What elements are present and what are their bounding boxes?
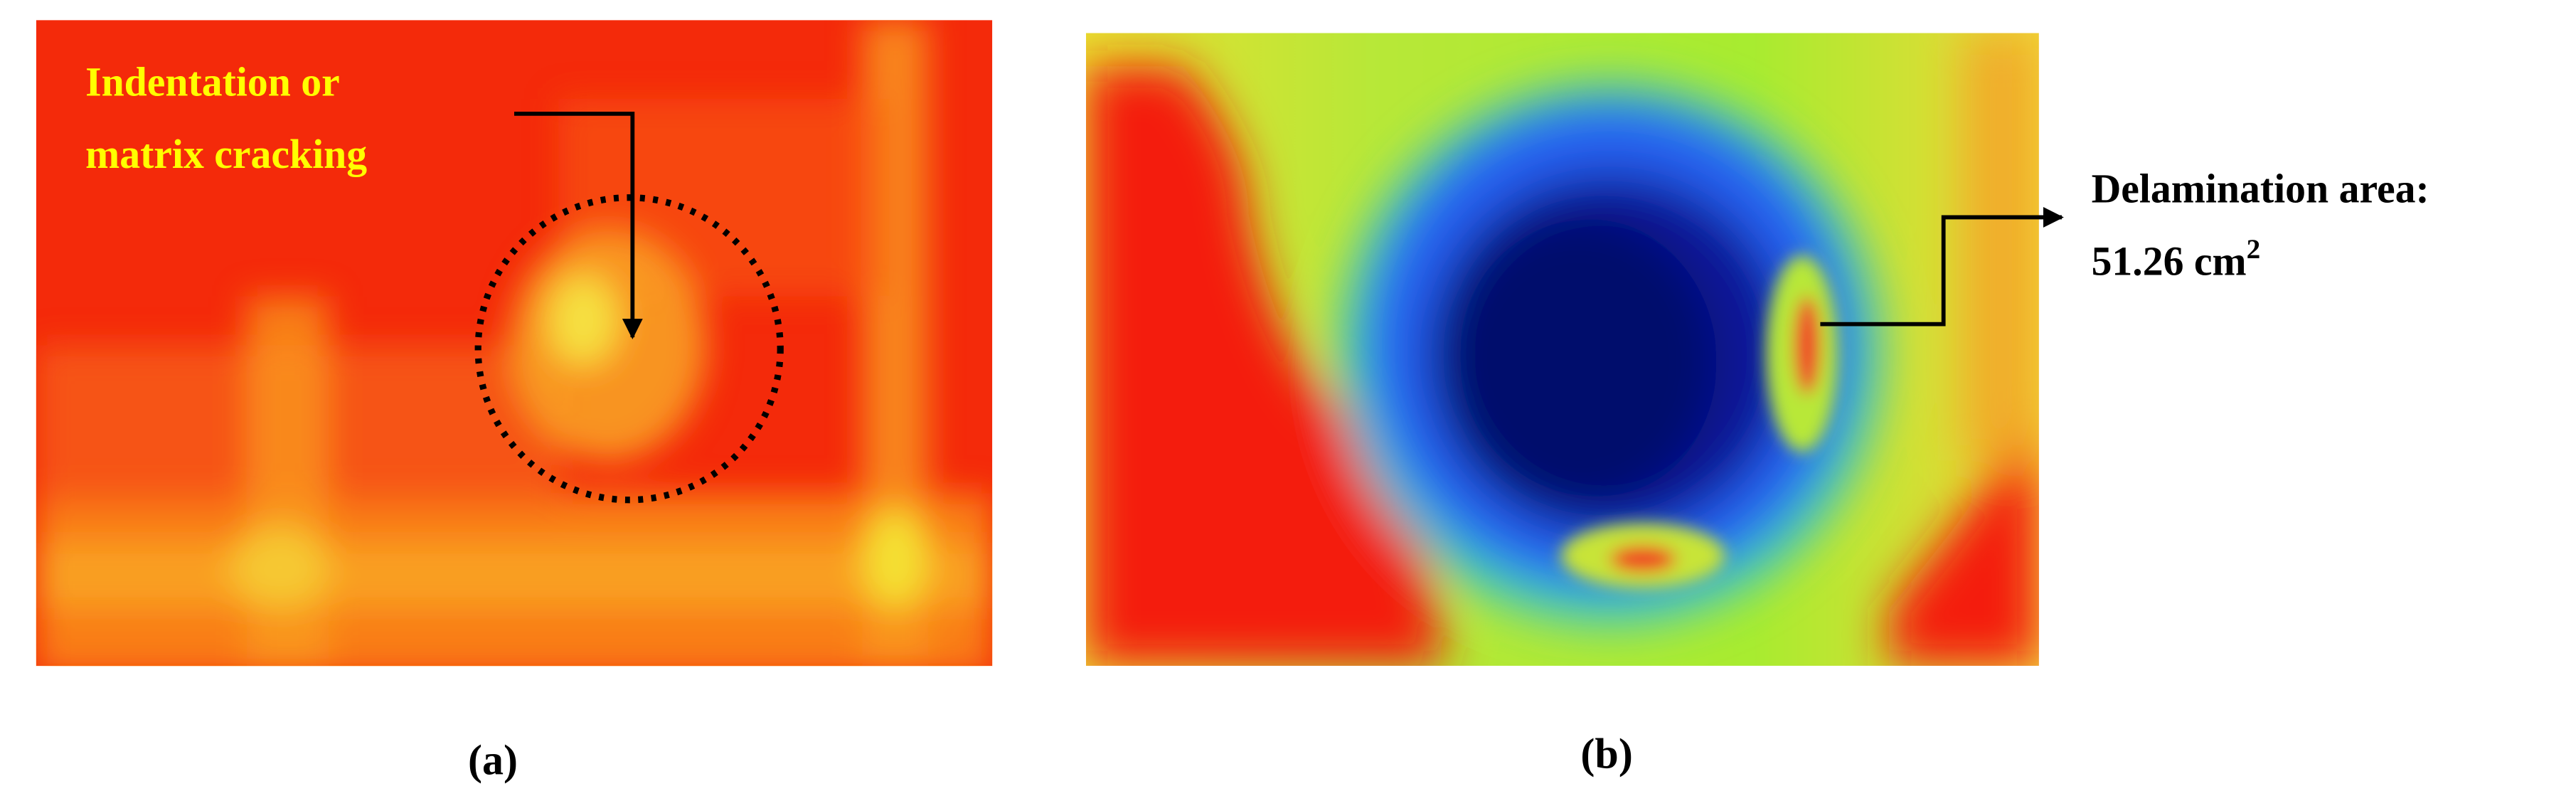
annotation-b: Delamination area: — [2092, 167, 2429, 212]
area-exponent: 2 — [2247, 234, 2261, 265]
thermal-image-a — [36, 20, 993, 667]
panel-label: (a) — [468, 736, 518, 784]
panel-label: (b) — [1580, 729, 1632, 777]
arrow-a — [514, 112, 643, 339]
area-value: 51.26 cm2 — [2092, 234, 2261, 284]
dashed-circle — [474, 194, 784, 504]
thermal-image-b — [1085, 33, 2039, 667]
annotation-a: Indentation or — [85, 60, 340, 105]
area-text: 51.26 cm — [2092, 239, 2247, 284]
annotation-a: matrix cracking — [85, 132, 367, 177]
arrow-b — [1820, 207, 2064, 327]
